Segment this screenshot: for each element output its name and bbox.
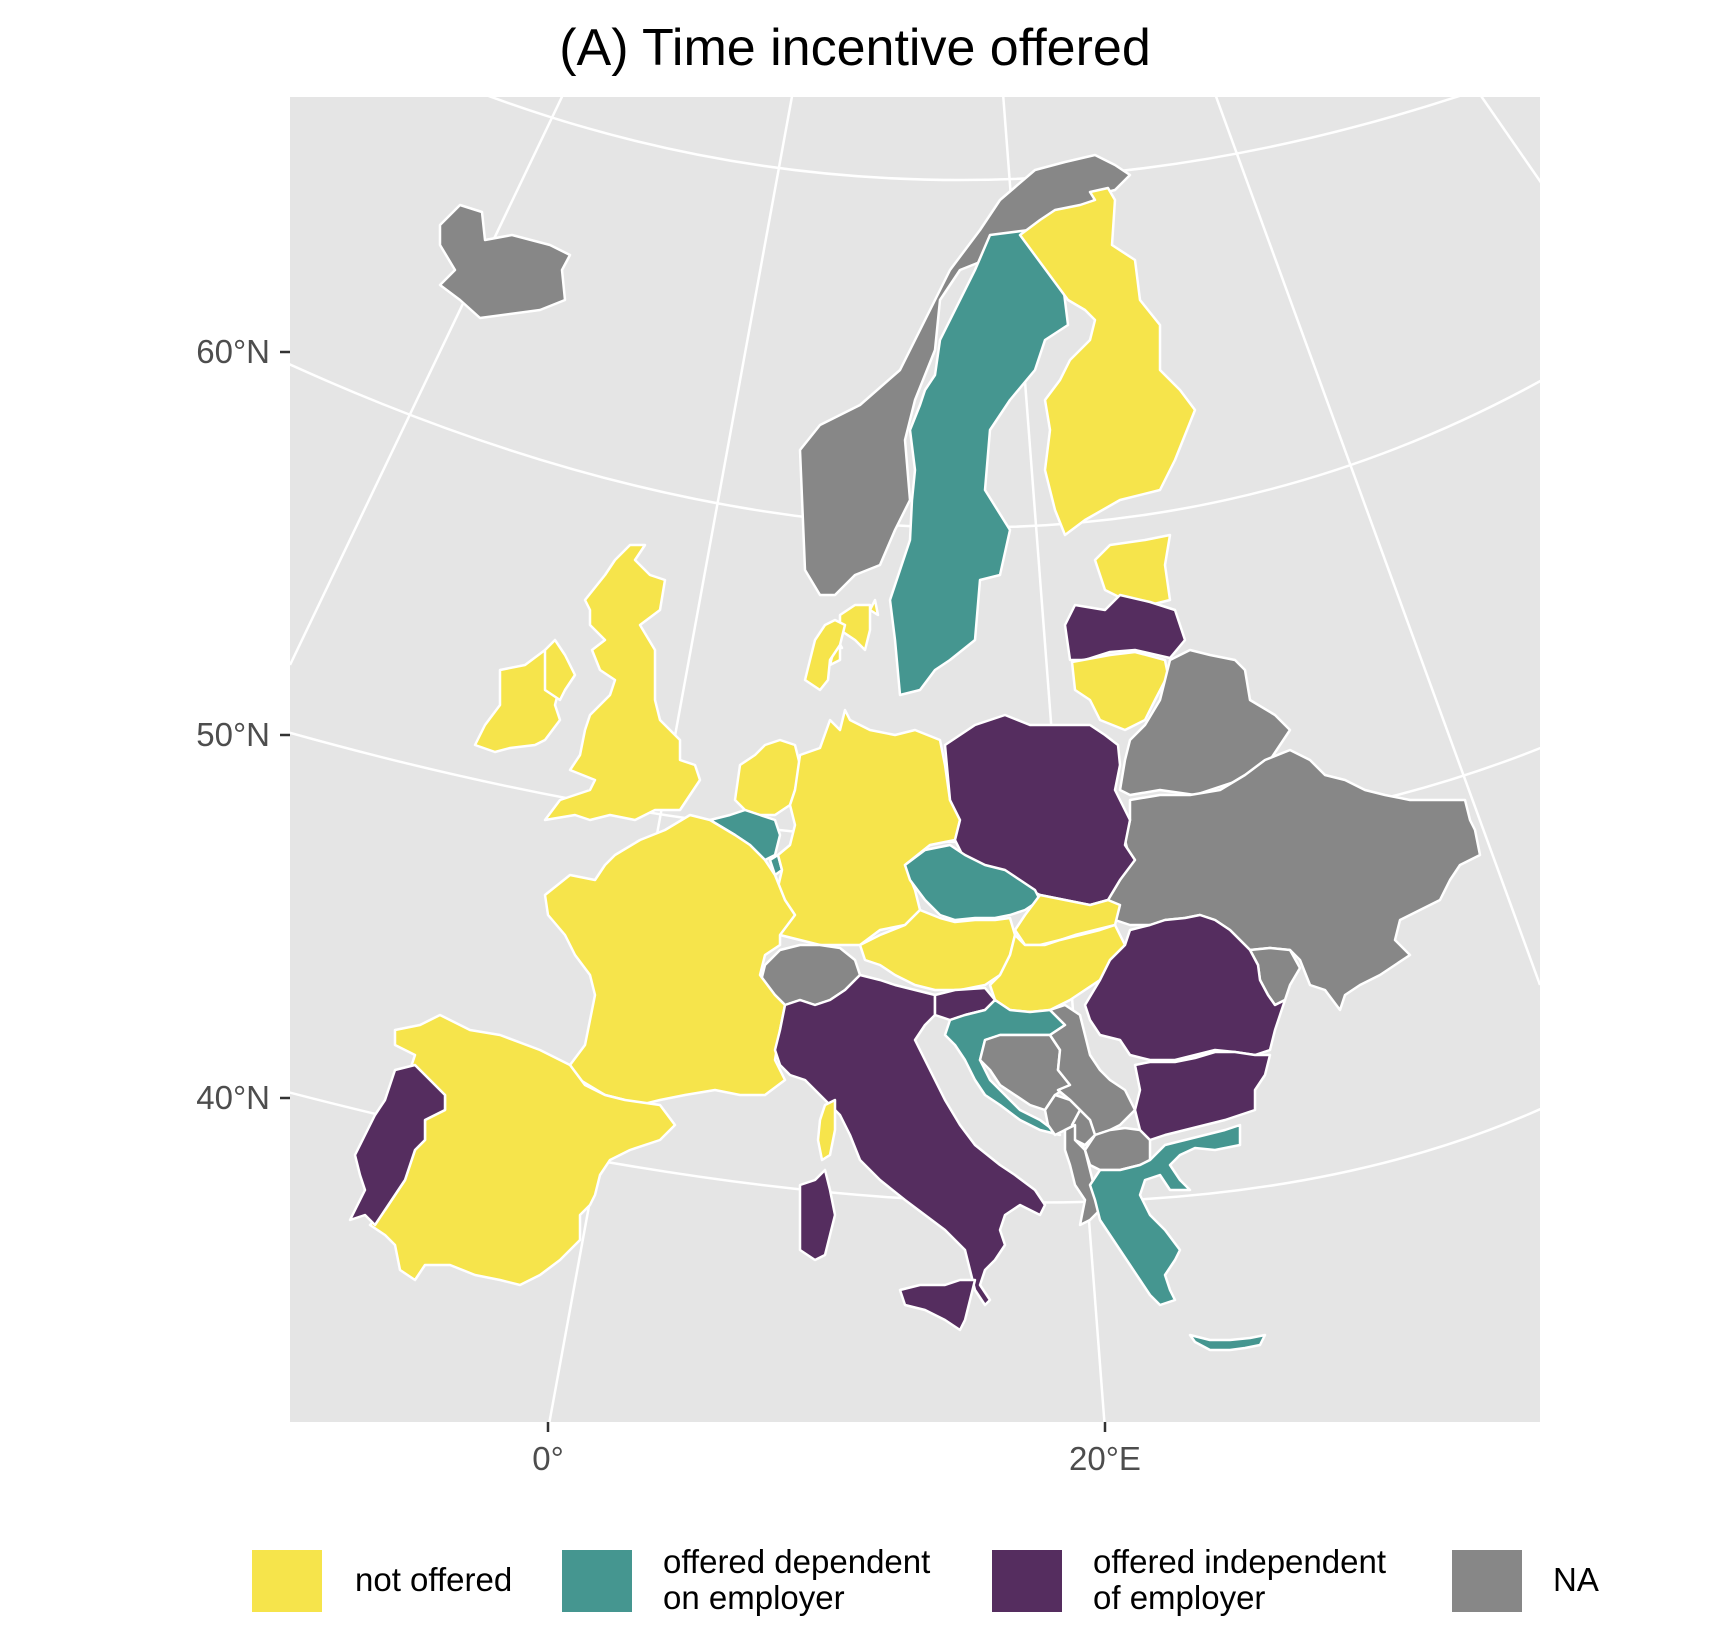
country-united-kingdom	[543, 543, 702, 822]
y-tick-label-40n: 40°N	[196, 1079, 270, 1116]
x-tick-label-20e: 20°E	[1069, 1440, 1141, 1477]
x-tick-label-0: 0°	[532, 1440, 564, 1477]
country-sicily	[898, 1278, 977, 1332]
legend-swatch-dependent	[560, 1548, 634, 1614]
country-sweden	[888, 226, 1070, 697]
legend: not offered offered dependent on employe…	[0, 1540, 1710, 1640]
country-crete	[1188, 1333, 1267, 1352]
y-tick-label-60n: 60°N	[196, 333, 270, 370]
country-germany	[773, 708, 962, 947]
country-iceland	[438, 203, 572, 320]
country-greece	[1088, 1123, 1242, 1307]
country-north-macedonia	[1083, 1126, 1152, 1172]
country-corsica	[816, 1098, 837, 1162]
country-estonia	[1093, 533, 1172, 607]
country-finland	[1018, 186, 1197, 537]
country-sardinia	[798, 1168, 837, 1262]
country-bulgaria	[1133, 1050, 1272, 1142]
country-lithuania	[1070, 650, 1170, 732]
legend-label-independent: offered independent of employer	[1093, 1543, 1386, 1616]
meridian-line	[1214, 97, 1540, 986]
country-romania	[1083, 913, 1287, 1062]
country-kosovo	[1070, 1108, 1097, 1147]
country-hungary	[988, 923, 1127, 1014]
parallel-line	[487, 97, 1461, 182]
legend-label-not-offered: not offered	[355, 1561, 513, 1598]
y-tick-label-50n: 50°N	[196, 716, 270, 753]
country-albania	[1063, 1123, 1102, 1227]
legend-swatch-independent	[990, 1548, 1064, 1614]
legend-swatch-not-offered	[250, 1548, 324, 1614]
y-axis-ticks	[280, 350, 290, 1100]
country-portugal	[348, 1063, 447, 1227]
map-title: (A) Time incentive offered	[559, 19, 1151, 77]
legend-label-na: NA	[1553, 1561, 1599, 1598]
country-france	[543, 813, 797, 1107]
x-axis-ticks	[546, 1422, 1107, 1432]
country-denmark-jutland	[803, 618, 847, 692]
legend-label-dependent: offered dependent on employer	[663, 1543, 931, 1616]
legend-swatch-na	[1450, 1548, 1524, 1614]
country-italy	[773, 973, 1047, 1307]
meridian-line	[290, 97, 564, 666]
meridian-line	[1480, 97, 1540, 184]
